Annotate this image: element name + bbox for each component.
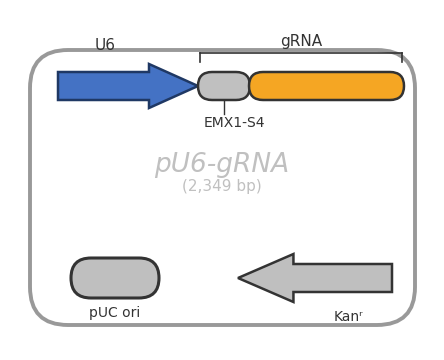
Polygon shape (238, 254, 392, 302)
FancyBboxPatch shape (198, 72, 250, 100)
Polygon shape (58, 64, 198, 108)
FancyBboxPatch shape (30, 50, 415, 325)
Text: gRNA: gRNA (280, 34, 322, 49)
FancyBboxPatch shape (71, 258, 159, 298)
Text: EMX1-S4: EMX1-S4 (203, 116, 265, 130)
FancyBboxPatch shape (249, 72, 404, 100)
Text: pU6-gRNA: pU6-gRNA (155, 152, 289, 178)
Text: (2,349 bp): (2,349 bp) (182, 180, 262, 194)
Text: pUC ori: pUC ori (89, 306, 141, 320)
Text: U6: U6 (95, 38, 115, 53)
Text: Kanʳ: Kanʳ (333, 310, 363, 324)
